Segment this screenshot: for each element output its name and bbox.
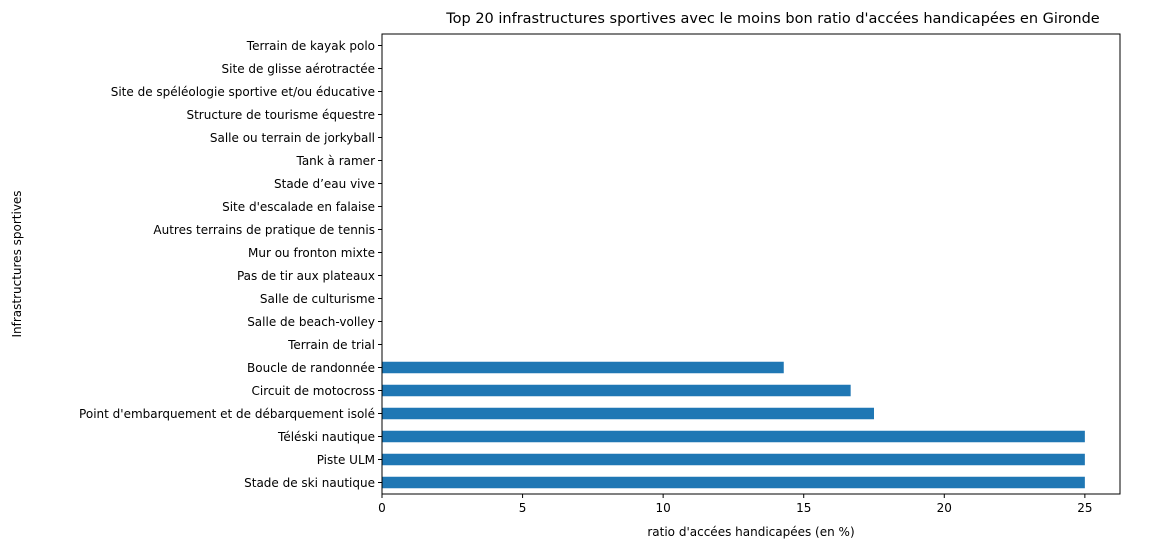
x-axis-title: ratio d'accées handicapées (en %) xyxy=(647,525,854,539)
y-tick-label: Circuit de motocross xyxy=(252,384,375,398)
plot-border xyxy=(381,33,1121,495)
bar xyxy=(382,453,1085,466)
y-tick-label: Stade de ski nautique xyxy=(244,476,375,490)
y-tick-label: Site de glisse aérotractée xyxy=(222,62,375,76)
bar xyxy=(382,430,1085,443)
y-tick-label: Pas de tir aux plateaux xyxy=(237,269,375,283)
y-tick-label: Terrain de trial xyxy=(287,338,375,352)
bar xyxy=(382,361,784,374)
y-tick-label: Salle de beach-volley xyxy=(247,315,375,329)
x-tick-label: 25 xyxy=(1077,501,1092,515)
bar xyxy=(382,476,1085,489)
y-tick-label: Boucle de randonnée xyxy=(247,361,375,375)
x-tick-label: 15 xyxy=(796,501,811,515)
x-axis-ticks: 0 5 10 15 20 25 xyxy=(378,494,1092,515)
bars-group xyxy=(382,361,1085,489)
y-tick-label: Structure de tourisme équestre xyxy=(186,108,375,122)
y-tick-label: Salle de culturisme xyxy=(260,292,375,306)
x-tick-label: 20 xyxy=(937,501,952,515)
bar xyxy=(382,407,874,420)
y-tick-label: Stade d’eau vive xyxy=(274,177,375,191)
y-axis-title: Infrastructures sportives xyxy=(10,190,24,337)
y-tick-label: Mur ou fronton mixte xyxy=(248,246,375,260)
x-tick-label: 5 xyxy=(519,501,527,515)
y-tick-label: Piste ULM xyxy=(317,453,375,467)
y-tick-label: Autres terrains de pratique de tennis xyxy=(153,223,375,237)
y-tick-label: Terrain de kayak polo xyxy=(246,39,375,53)
y-tick-label: Téléski nautique xyxy=(277,430,375,444)
y-tick-label: Site de spéléologie sportive et/ou éduca… xyxy=(111,85,375,99)
category-labels: Stade de ski nautique Piste ULM Téléski na… xyxy=(79,39,382,490)
y-tick-label: Site d'escalade en falaise xyxy=(222,200,375,214)
bar xyxy=(382,384,851,397)
x-tick-label: 10 xyxy=(656,501,671,515)
y-tick-label: Tank à ramer xyxy=(295,154,375,168)
plot-frame xyxy=(381,33,1121,495)
chart-title: Top 20 infrastructures sportives avec le… xyxy=(445,11,1100,27)
y-tick-label: Salle ou terrain de jorkyball xyxy=(210,131,375,145)
y-tick-label: Point d'embarquement et de débarquement … xyxy=(79,407,375,421)
x-tick-label: 0 xyxy=(378,501,386,515)
